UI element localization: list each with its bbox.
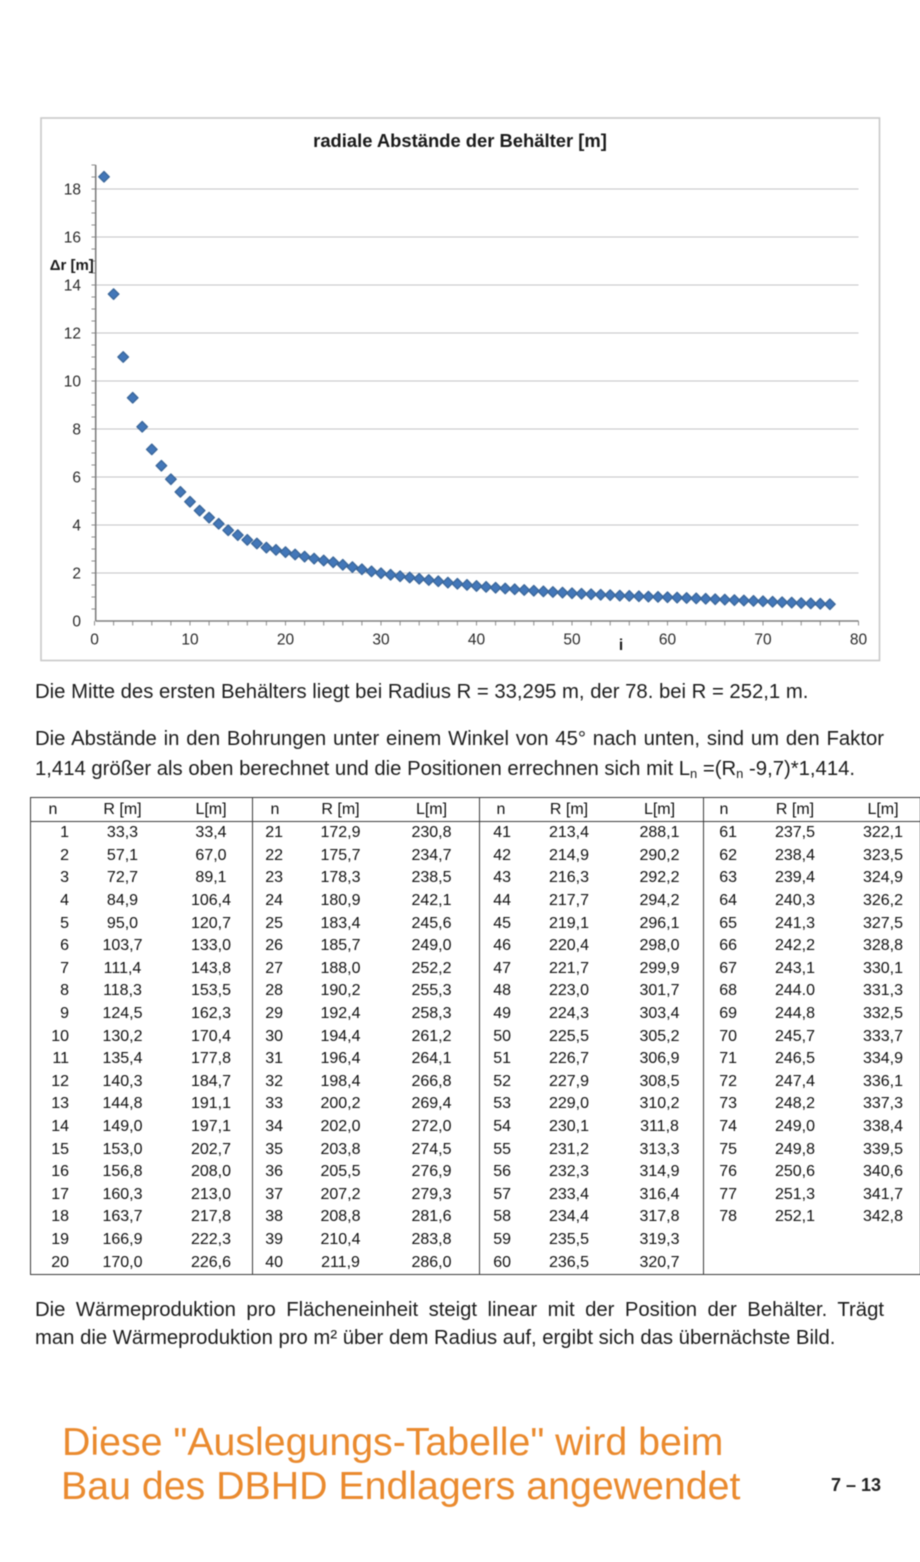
svg-text:16: 16 bbox=[64, 230, 81, 247]
svg-text:10: 10 bbox=[181, 632, 199, 649]
svg-text:20: 20 bbox=[277, 632, 295, 649]
svg-text:60: 60 bbox=[659, 632, 677, 649]
svg-text:6: 6 bbox=[72, 470, 81, 487]
svg-text:0: 0 bbox=[72, 614, 81, 631]
svg-text:radiale Abstände der Behälter: radiale Abstände der Behälter [m] bbox=[313, 130, 607, 151]
svg-text:4: 4 bbox=[72, 518, 81, 535]
svg-text:40: 40 bbox=[468, 632, 486, 649]
svg-text:50: 50 bbox=[563, 632, 581, 649]
svg-text:30: 30 bbox=[372, 632, 390, 649]
svg-text:8: 8 bbox=[72, 422, 81, 439]
svg-text:12: 12 bbox=[64, 326, 81, 343]
svg-text:18: 18 bbox=[64, 182, 81, 199]
svg-text:14: 14 bbox=[64, 278, 82, 295]
svg-text:70: 70 bbox=[754, 632, 772, 649]
svg-text:i: i bbox=[619, 637, 623, 654]
svg-text:2: 2 bbox=[72, 566, 81, 583]
svg-text:10: 10 bbox=[64, 374, 82, 391]
svg-text:80: 80 bbox=[850, 632, 868, 649]
svg-text:0: 0 bbox=[90, 632, 99, 649]
svg-text:Δr [m]: Δr [m] bbox=[50, 257, 94, 274]
